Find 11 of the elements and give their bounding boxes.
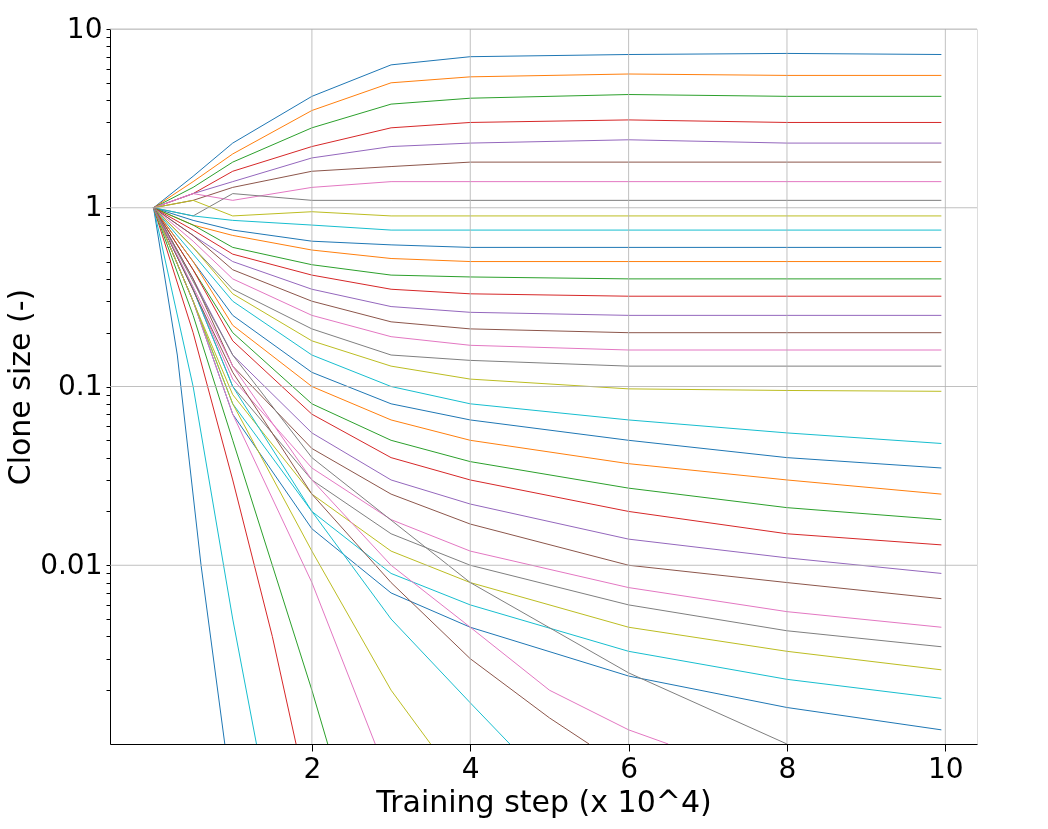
- x-tick-label: 2: [303, 751, 322, 785]
- y-axis-title: Clone size (-): [2, 288, 38, 486]
- x-axis-title: Training step (x 10^4): [375, 783, 712, 819]
- x-tick-label: 4: [461, 751, 480, 785]
- y-tick-label: 10: [66, 11, 103, 45]
- x-tick-label: 6: [620, 751, 639, 785]
- x-tick-label: 10: [928, 751, 964, 785]
- y-tick-label: 1: [84, 190, 103, 224]
- x-tick-label: 8: [778, 751, 797, 785]
- y-tick-label: 0.01: [40, 547, 103, 581]
- y-tick-label: 0.1: [57, 369, 103, 402]
